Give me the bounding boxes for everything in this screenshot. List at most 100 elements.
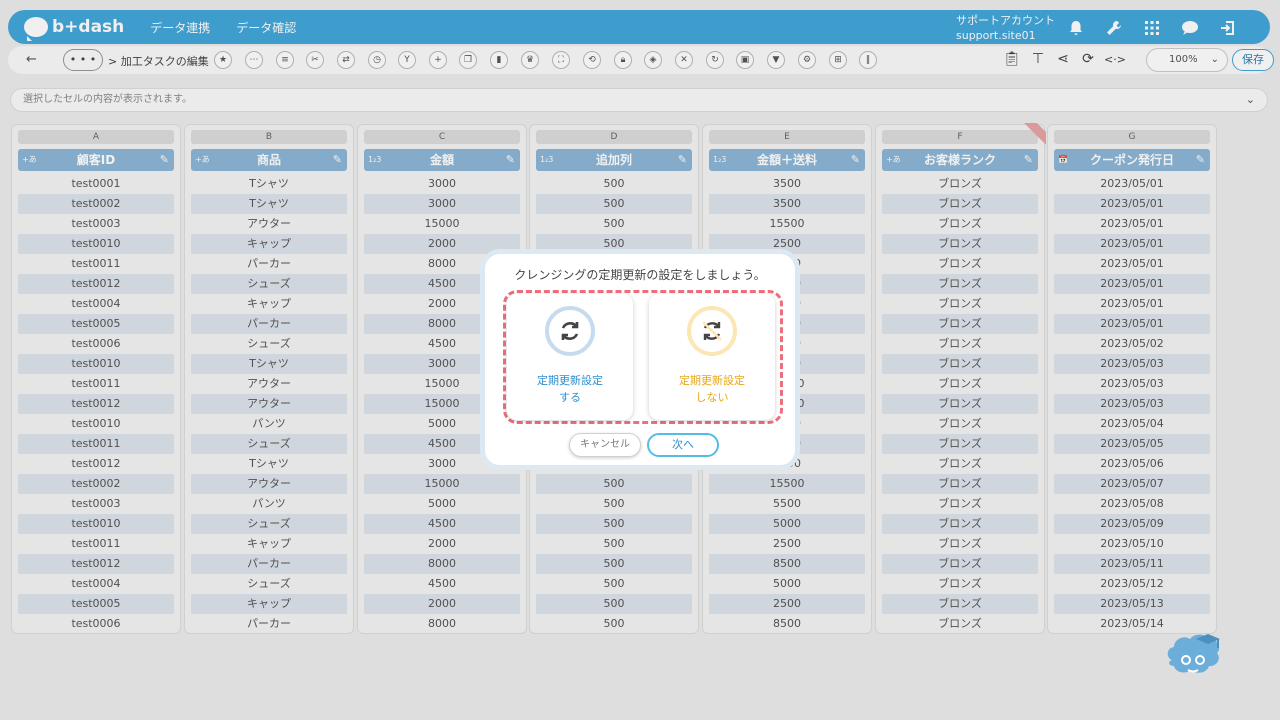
table-cell[interactable]: キャップ	[247, 537, 291, 550]
table-cell[interactable]: 3500	[709, 194, 865, 214]
table-cell[interactable]: 8000	[428, 257, 456, 270]
table-cell[interactable]: ブロンズ	[938, 497, 982, 510]
table-cell[interactable]: test0003	[71, 217, 121, 230]
table-cell[interactable]: test0011	[18, 434, 174, 454]
more-icon[interactable]: ⋯	[245, 51, 263, 69]
expand-icon[interactable]: ⛶	[552, 51, 570, 69]
table-cell[interactable]: test0012	[71, 457, 121, 470]
table-cell[interactable]: 2023/05/06	[1100, 457, 1164, 470]
table-cell[interactable]: 2000	[428, 537, 456, 550]
table-cell[interactable]: test0002	[18, 194, 174, 214]
table-cell[interactable]: ブロンズ	[882, 314, 1038, 334]
lock-icon[interactable]: 🔒︎	[614, 51, 632, 69]
next-button[interactable]: 次へ	[647, 433, 719, 457]
cancel-button[interactable]: キャンセル	[569, 433, 641, 457]
table-cell[interactable]: 5500	[773, 497, 801, 510]
table-cell[interactable]: Tシャツ	[191, 354, 347, 374]
table-cell[interactable]: 2000	[364, 594, 520, 614]
pencil-icon[interactable]: ✎	[159, 153, 169, 166]
timer-icon[interactable]: ◷	[368, 51, 386, 69]
table-cell[interactable]: 2023/05/01	[1100, 177, 1164, 190]
table-cell[interactable]: ブロンズ	[882, 394, 1038, 414]
table-cell[interactable]: 8500	[709, 554, 865, 574]
frame-icon[interactable]: ▣	[736, 51, 754, 69]
table-cell[interactable]: シューズ	[191, 274, 347, 294]
app-logo[interactable]: b+dash	[24, 17, 124, 41]
column-letter[interactable]: E	[709, 130, 865, 144]
star-icon[interactable]: ★	[214, 51, 232, 69]
table-cell[interactable]: test0004	[71, 297, 121, 310]
pencil-icon[interactable]: ✎	[505, 153, 515, 166]
table-cell[interactable]: 2000	[364, 234, 520, 254]
table-cell[interactable]: キャップ	[247, 297, 291, 310]
table-cell[interactable]: 2500	[709, 594, 865, 614]
table-cell[interactable]: パーカー	[191, 554, 347, 574]
table-cell[interactable]: パンツ	[252, 417, 286, 430]
nav-data-check[interactable]: データ確認	[236, 20, 297, 35]
table-cell[interactable]: ブロンズ	[938, 257, 982, 270]
table-cell[interactable]: 2023/05/10	[1100, 537, 1164, 550]
table-cell[interactable]: test0010	[18, 354, 174, 374]
table-cell[interactable]: ブロンズ	[882, 554, 1038, 574]
table-cell[interactable]: test0006	[71, 617, 121, 630]
table-cell[interactable]: ブロンズ	[938, 377, 982, 390]
table-cell[interactable]: 8500	[773, 617, 801, 630]
chevron-down-icon[interactable]: ⌄	[1245, 93, 1255, 106]
table-cell[interactable]: 3000	[428, 177, 456, 190]
table-cell[interactable]: ブロンズ	[938, 337, 982, 350]
table-cell[interactable]: test0012	[18, 554, 174, 574]
option-schedule-on[interactable]: 定期更新設定 する	[507, 294, 633, 420]
table-cell[interactable]: 4500	[428, 337, 456, 350]
table-cell[interactable]: パンツ	[252, 497, 286, 510]
table-cell[interactable]: シューズ	[247, 577, 291, 590]
table-cell[interactable]: 15500	[709, 474, 865, 494]
table-cell[interactable]: ブロンズ	[882, 194, 1038, 214]
table-cell[interactable]: test0010	[18, 514, 174, 534]
table-cell[interactable]: test0004	[71, 577, 121, 590]
column-header[interactable]: 1₂3 追加列 ✎	[536, 149, 692, 171]
table-cell[interactable]: ブロンズ	[938, 577, 982, 590]
pencil-icon[interactable]: ✎	[1195, 153, 1205, 166]
merge-icon[interactable]: Y	[398, 51, 416, 69]
column-header[interactable]: +あ お客様ランク ✎	[882, 149, 1038, 171]
table-cell[interactable]: 15000	[364, 474, 520, 494]
table-cell[interactable]: 2023/05/14	[1100, 617, 1164, 630]
table-cell[interactable]: 500	[536, 554, 692, 574]
table-cell[interactable]: 2500	[773, 537, 801, 550]
table-cell[interactable]: 500	[603, 217, 625, 230]
table-cell[interactable]: ブロンズ	[938, 297, 982, 310]
table-cell[interactable]: 2023/05/08	[1100, 497, 1164, 510]
table-cell[interactable]: アウター	[247, 217, 291, 230]
table-cell[interactable]: シューズ	[191, 514, 347, 534]
table-cell[interactable]: 2023/05/12	[1100, 577, 1164, 590]
table-cell[interactable]: 15000	[424, 377, 460, 390]
table-icon[interactable]: ⊞	[829, 51, 847, 69]
close-circle-icon[interactable]: ✕	[675, 51, 693, 69]
table-cell[interactable]: 2023/05/11	[1054, 554, 1210, 574]
table-cell[interactable]: test0005	[18, 314, 174, 334]
table-cell[interactable]: 5000	[428, 497, 456, 510]
table-cell[interactable]: test0011	[71, 257, 121, 270]
table-cell[interactable]: キャップ	[191, 594, 347, 614]
pencil-icon[interactable]: ✎	[1023, 153, 1033, 166]
table-cell[interactable]: Tシャツ	[249, 177, 289, 190]
table-cell[interactable]: シューズ	[247, 337, 291, 350]
table-cell[interactable]: ブロンズ	[882, 274, 1038, 294]
share-icon[interactable]: ⋖	[1057, 51, 1069, 67]
table-cell[interactable]: 2023/05/05	[1054, 434, 1210, 454]
pencil-icon[interactable]: ✎	[677, 153, 687, 166]
table-cell[interactable]: アウター	[191, 394, 347, 414]
table-cell[interactable]: 3000	[364, 194, 520, 214]
wrench-icon[interactable]	[1104, 18, 1124, 38]
repeat-icon[interactable]: ⟲	[583, 51, 601, 69]
column-letter[interactable]: G	[1054, 130, 1210, 144]
table-cell[interactable]: 2023/05/01	[1054, 194, 1210, 214]
table-cell[interactable]: 8000	[428, 617, 456, 630]
table-cell[interactable]: 3000	[428, 457, 456, 470]
table-cell[interactable]: 500	[536, 594, 692, 614]
table-cell[interactable]: ブロンズ	[938, 217, 982, 230]
table-cell[interactable]: ブロンズ	[938, 457, 982, 470]
table-cell[interactable]: 3500	[773, 177, 801, 190]
column-header[interactable]: 1₂3 金額＋送料 ✎	[709, 149, 865, 171]
table-cell[interactable]: 2023/05/03	[1054, 394, 1210, 414]
